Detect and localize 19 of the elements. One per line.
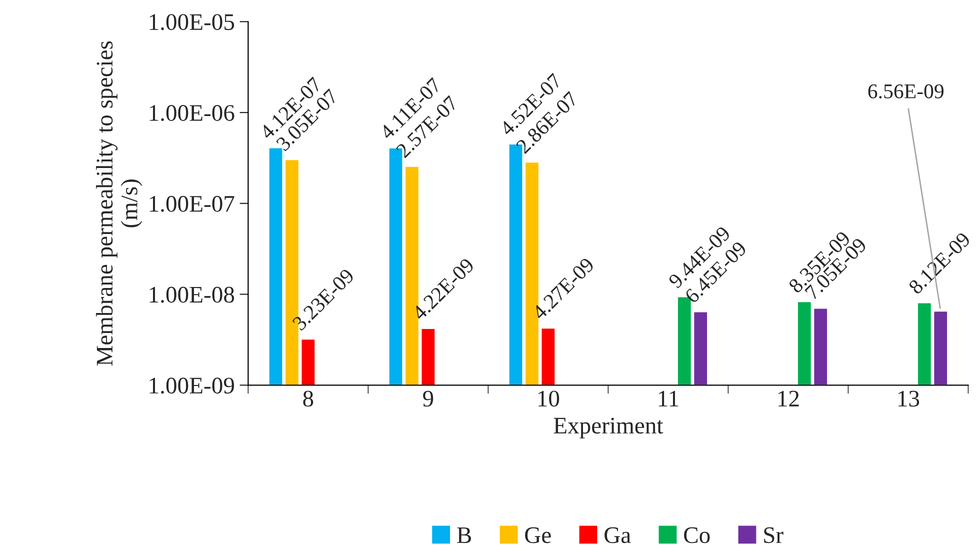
y-tick-label: 1.00E-05: [150, 14, 234, 30]
x-tick-label: 12: [778, 390, 799, 406]
y-tick-label: 1.00E-08: [150, 286, 234, 303]
legend-label: Ge: [525, 527, 551, 544]
legend-label: Ga: [604, 527, 631, 544]
legend-label: Sr: [764, 527, 784, 544]
x-tick-label: 11: [658, 390, 678, 406]
y-tick-label: 1.00E-09: [150, 378, 234, 394]
x-tick-label: 9: [423, 390, 434, 407]
x-tick-label: 10: [538, 390, 560, 407]
data-label: 6.56E-09: [868, 84, 944, 98]
legend-label: B: [457, 527, 472, 543]
x-tick-label: 13: [898, 390, 920, 407]
x-tick-label: 8: [303, 390, 314, 407]
y-tick-label: 1.00E-06: [150, 105, 234, 122]
legend-label: Co: [684, 527, 710, 544]
x-axis-title: Experiment: [554, 418, 664, 438]
y-tick-label: 1.00E-07: [150, 196, 234, 212]
y-axis-title: Membrane permeability to species (m/s): [96, 41, 142, 366]
